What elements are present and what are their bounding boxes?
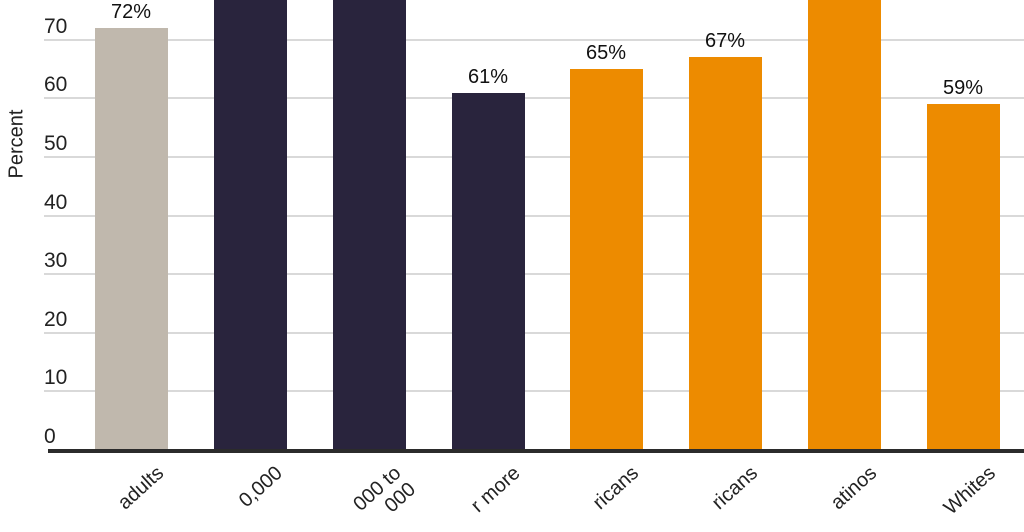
x-axis-line bbox=[48, 449, 1024, 453]
bar bbox=[808, 0, 881, 450]
x-tick-label: 000 to 000 bbox=[349, 462, 421, 529]
gridline bbox=[44, 97, 1024, 100]
bar-value-label: 72% bbox=[110, 1, 152, 24]
bar bbox=[927, 104, 1000, 450]
gridline bbox=[44, 331, 1024, 334]
gridline bbox=[44, 38, 1024, 41]
bar bbox=[689, 57, 762, 450]
bar-value-label: 65% bbox=[585, 42, 627, 65]
y-tick-label: 70 bbox=[44, 14, 68, 38]
y-tick-label: 30 bbox=[44, 249, 68, 273]
bar-value-label: 61% bbox=[467, 65, 509, 88]
x-tick-label: ricans bbox=[588, 462, 643, 515]
bar bbox=[570, 69, 643, 450]
y-tick-label: 40 bbox=[44, 190, 68, 214]
x-tick-label: ricans bbox=[707, 462, 762, 515]
bar bbox=[452, 92, 525, 450]
y-tick-label: 60 bbox=[44, 73, 68, 97]
y-tick-label: 0 bbox=[44, 425, 56, 448]
bar bbox=[95, 28, 168, 450]
bar-value-label: 67% bbox=[704, 30, 746, 53]
y-tick-label: 20 bbox=[44, 307, 68, 331]
y-axis-title: Percent bbox=[5, 109, 28, 179]
gridline bbox=[44, 273, 1024, 276]
gridline bbox=[44, 390, 1024, 393]
y-tick-label: 10 bbox=[44, 366, 68, 390]
bar bbox=[214, 0, 287, 450]
x-tick-label: r more bbox=[467, 462, 525, 518]
x-tick-label: atinos bbox=[826, 462, 881, 515]
y-tick-label: 50 bbox=[44, 132, 68, 155]
bar bbox=[333, 0, 406, 450]
x-tick-label: Whites bbox=[939, 462, 1000, 520]
x-tick-label: adults bbox=[113, 462, 168, 515]
gridline bbox=[44, 214, 1024, 217]
gridline bbox=[44, 156, 1024, 158]
bar-chart: Percent 0 10 20 30 40 50 60 70 72% adults 0,000 00… bbox=[5, 0, 1024, 519]
x-tick-label: 0,000 bbox=[234, 462, 287, 512]
bar-value-label: 59% bbox=[942, 77, 984, 100]
